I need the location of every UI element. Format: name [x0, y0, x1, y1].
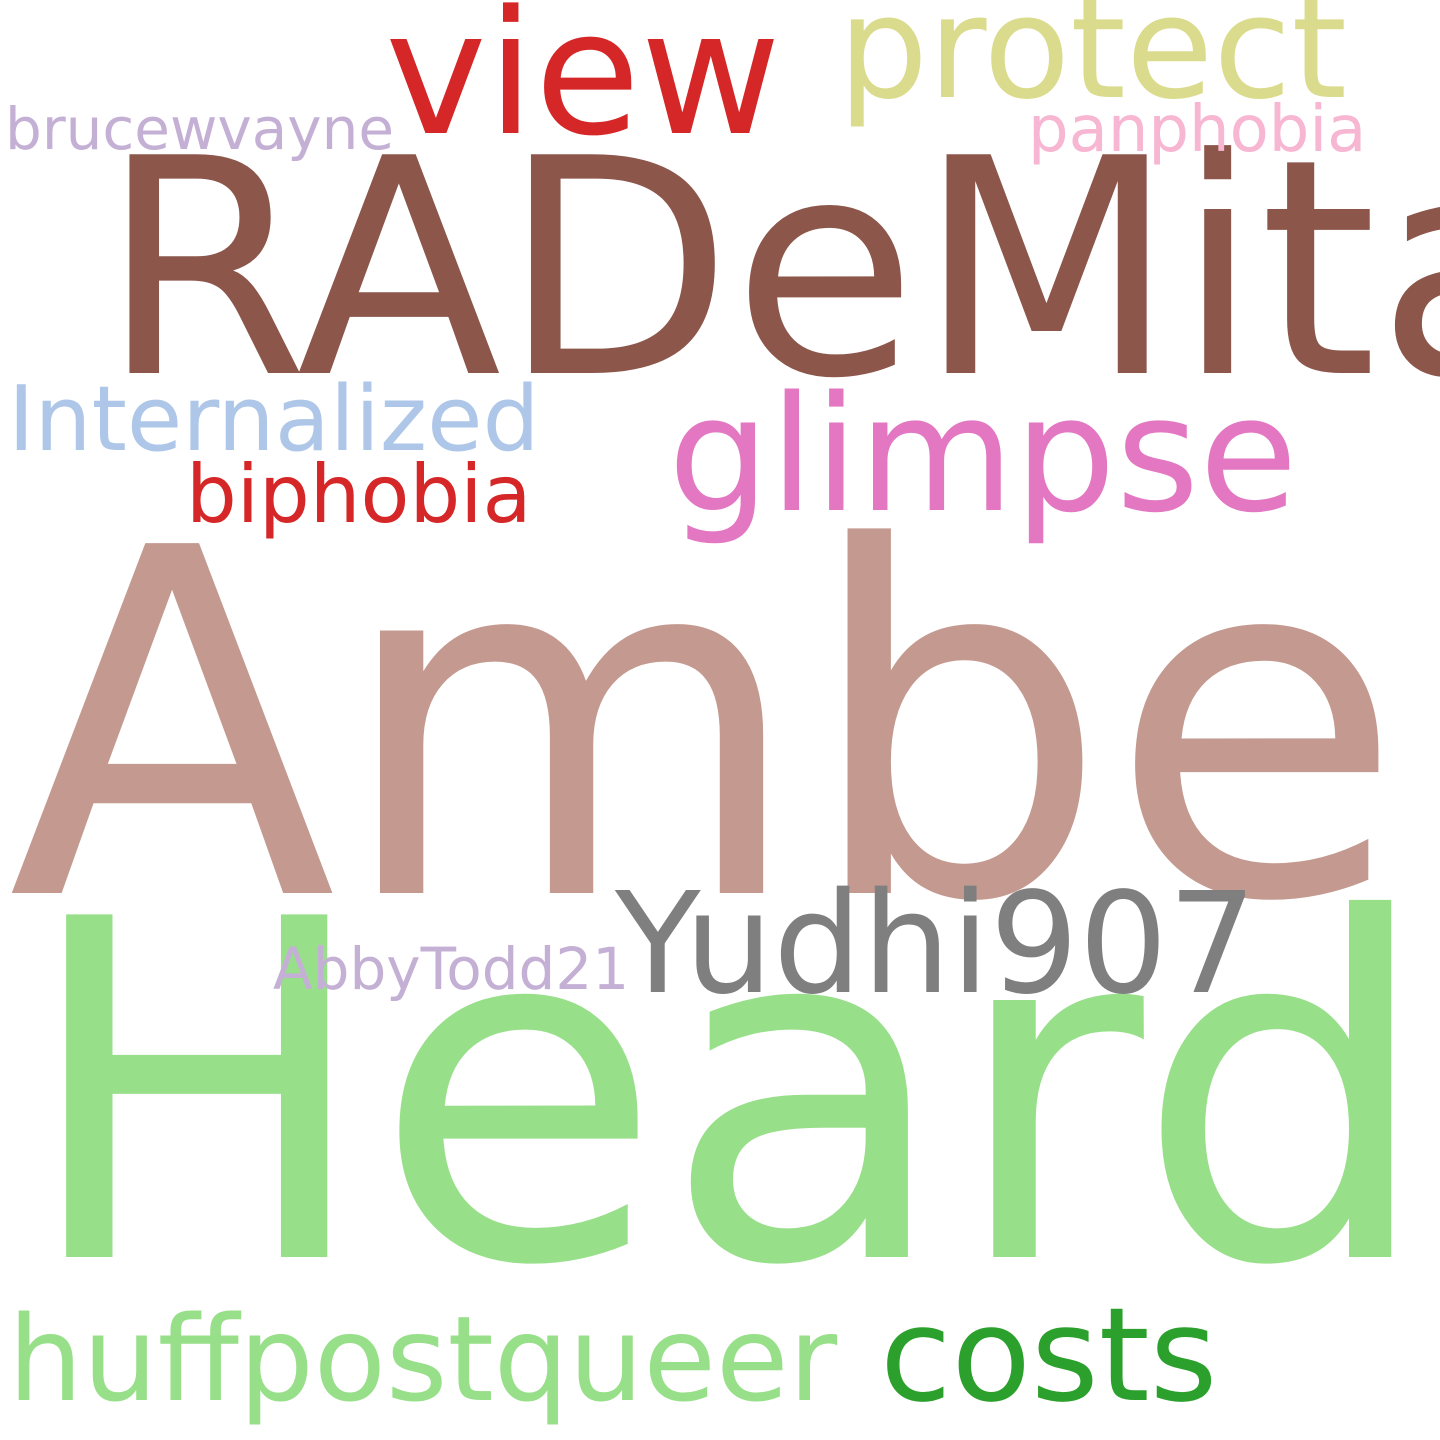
word-amber: Amber — [8, 448, 1440, 1007]
word-costs: costs — [880, 1279, 1218, 1431]
word-abbytodd21: AbbyTodd21 — [273, 935, 630, 1003]
word-panphobia: panphobia — [1028, 93, 1367, 167]
word-huffpostqueer: huffpostqueer — [8, 1290, 838, 1428]
word-view: view — [385, 0, 782, 174]
word-glimpse: glimpse — [668, 361, 1298, 548]
word-biphobia: biphobia — [186, 448, 532, 541]
word-yudhi907: Yudhi907 — [615, 863, 1257, 1026]
word-internalized: Internalized — [8, 367, 540, 472]
word-brucewvayne: brucewvayne — [5, 95, 395, 163]
word-protect: protect — [838, 0, 1348, 131]
word-heard: Heard — [20, 821, 1434, 1368]
word-rademita: RADeMita — [100, 95, 1440, 444]
